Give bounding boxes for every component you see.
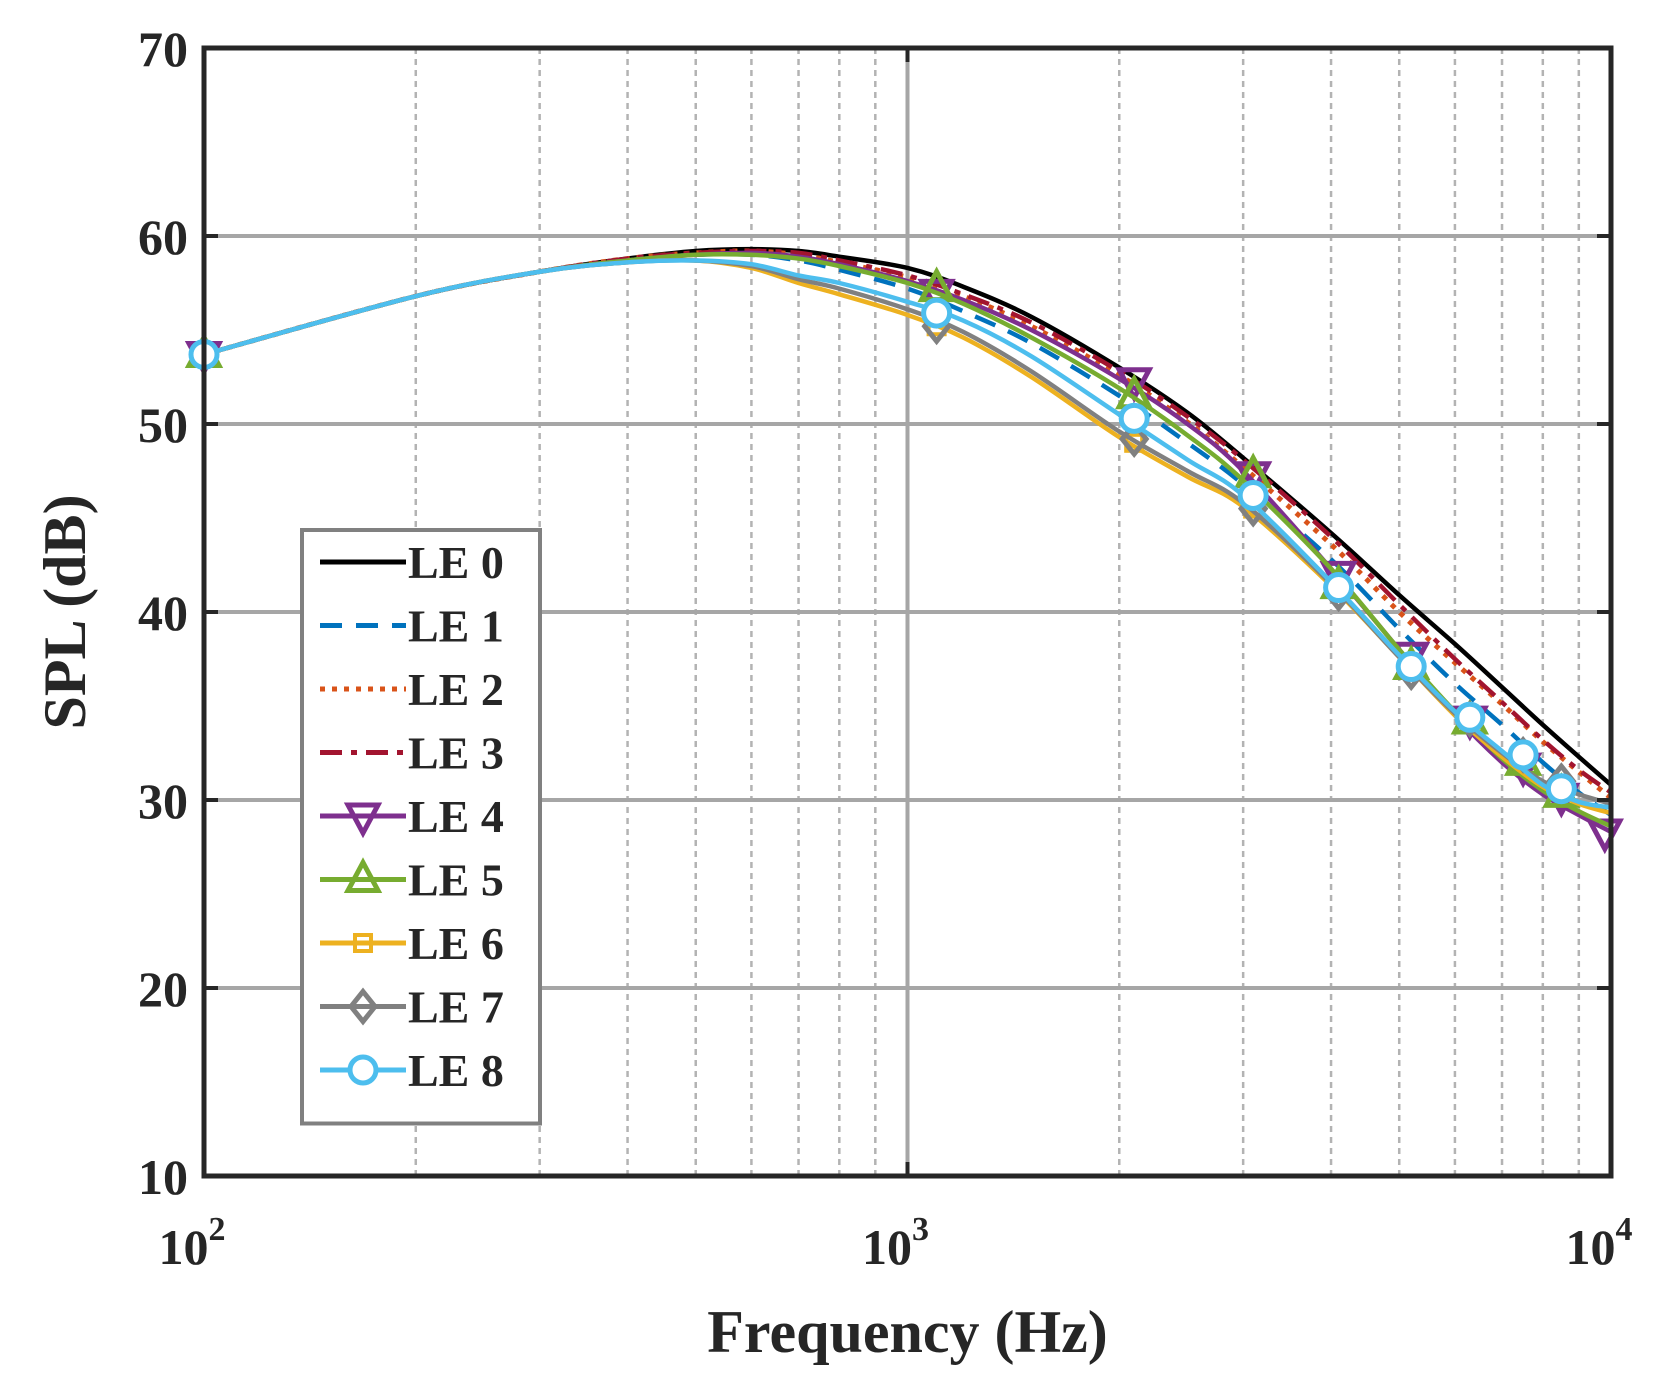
data-point (1233, 461, 1273, 498)
data-point (1545, 773, 1577, 805)
series-line (203, 248, 1613, 801)
legend-label: LE 7 (408, 982, 504, 1033)
data-point (1507, 739, 1539, 771)
y-tick-label: 30 (138, 773, 188, 829)
legend-label: LE 5 (408, 855, 504, 906)
legend-marker (343, 857, 383, 893)
x-tick-label: 104 (1566, 1211, 1633, 1275)
y-tick-label: 40 (138, 585, 188, 641)
legend-box (300, 528, 542, 1126)
legend-item: LE 0 (320, 537, 504, 588)
legend-label: LE 1 (408, 601, 504, 652)
legend-label: LE 4 (408, 791, 504, 842)
legend-item: LE 8 (320, 1045, 504, 1096)
legend-item: LE 3 (320, 728, 504, 779)
legend-label: LE 8 (408, 1045, 504, 1096)
legend-item: LE 4 (320, 791, 504, 842)
data-point (921, 297, 953, 329)
legend-marker (343, 802, 383, 839)
legend-item: LE 2 (320, 664, 504, 715)
legend-marker (347, 987, 379, 1026)
legend-label: LE 2 (408, 664, 504, 715)
data-point (1237, 479, 1269, 511)
y-tick-label: 50 (138, 397, 188, 453)
legend-item: LE 5 (320, 855, 504, 906)
legend-item: LE 1 (320, 601, 504, 652)
x-axis-label: Frequency (Hz) (707, 1299, 1107, 1365)
data-point (1323, 572, 1355, 604)
legend-label: LE 6 (408, 918, 504, 969)
legend-label: LE 3 (408, 728, 504, 779)
y-tick-label: 10 (138, 1149, 188, 1205)
x-tick-label: 103 (862, 1211, 929, 1275)
legend-item: LE 6 (320, 918, 504, 969)
data-point (1395, 651, 1427, 683)
data-point (1115, 367, 1154, 404)
y-tick-label: 60 (138, 209, 188, 265)
data-point (1118, 402, 1150, 434)
legend: LE 0 LE 1 LE 2 LE 3 LE 4 LE 5 LE 6 LE 7 LE 8 (300, 528, 542, 1126)
data-point (1454, 701, 1486, 733)
y-tick-label: 70 (138, 21, 188, 77)
data-point (1118, 420, 1150, 459)
x-tick-label: 102 (159, 1211, 226, 1275)
series-le-2 (203, 248, 1613, 801)
legend-item: LE 7 (320, 982, 504, 1033)
y-axis-label: SPL (dB) (32, 494, 98, 729)
legend-label: LE 0 (408, 537, 504, 588)
grid (202, 46, 1613, 1178)
legend-marker (347, 1054, 379, 1086)
y-tick-label: 20 (138, 961, 188, 1017)
tick-labels: 10 20 30 40 50 60 70 102 103 104 (138, 21, 1633, 1275)
series-group (184, 246, 1625, 855)
legend-marker (353, 933, 373, 953)
